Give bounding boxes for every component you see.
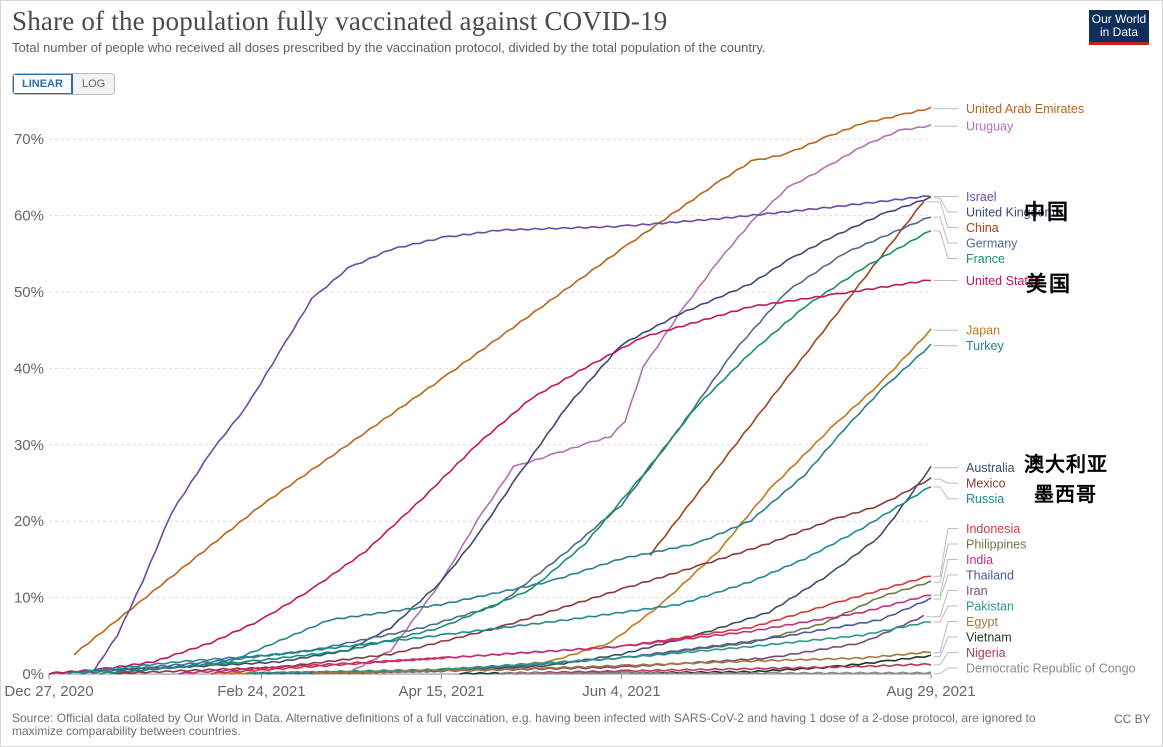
legend-label: Iran bbox=[966, 584, 988, 598]
legend-label: Germany bbox=[966, 237, 1018, 251]
y-tick-label: 70% bbox=[14, 131, 44, 148]
x-tick-label: Apr 15, 2021 bbox=[398, 683, 484, 700]
series-line-germany bbox=[81, 216, 932, 675]
chart-title: Share of the population fully vaccinated… bbox=[12, 6, 668, 36]
series-line-united-arab-emirates bbox=[73, 106, 932, 656]
legend-connector bbox=[934, 667, 958, 675]
legend-connector bbox=[926, 590, 958, 618]
series-line-mexico bbox=[117, 477, 932, 675]
legend-connector bbox=[926, 201, 958, 228]
x-tick-label: Jun 4, 2021 bbox=[582, 683, 660, 700]
y-tick-label: 10% bbox=[14, 590, 44, 607]
logo-line-1: Our World bbox=[1091, 12, 1147, 26]
series-line-uruguay bbox=[347, 124, 932, 675]
legend-connector bbox=[934, 621, 958, 654]
y-tick-label: 0% bbox=[22, 666, 44, 683]
y-tick-label: 40% bbox=[14, 360, 44, 377]
series-line-democratic-republic-of-congo bbox=[498, 671, 932, 675]
x-axis: Dec 27, 2020 Feb 24, 2021 Apr 15, 2021 Jun … bbox=[4, 674, 976, 700]
legend: United Arab Emirates Uruguay United Kingdo… bbox=[926, 102, 1136, 676]
annotation-australia: 澳大利亚 bbox=[1024, 452, 1108, 476]
series-line-russia bbox=[66, 486, 932, 675]
source-note: Source: Official data collated by Our Wo… bbox=[12, 711, 1036, 738]
series-line-israel bbox=[91, 195, 932, 675]
legend-connector bbox=[934, 478, 958, 484]
series-line-philippines bbox=[347, 580, 932, 675]
line-chart: 0% 10% 20% 30% 40% 50% 60% 70% Dec 27, 2020 Feb … bbox=[4, 102, 1136, 700]
legend-connector bbox=[934, 652, 958, 666]
legend-label: Uruguay bbox=[966, 120, 1014, 134]
annotation-china: 中国 bbox=[1024, 199, 1070, 224]
annotation-mexico: 墨西哥 bbox=[1034, 482, 1097, 506]
legend-label: France bbox=[966, 252, 1005, 266]
legend-label: Egypt bbox=[966, 615, 998, 629]
legend-label: Nigeria bbox=[966, 646, 1006, 660]
series-line-turkey bbox=[113, 343, 932, 675]
legend-connector bbox=[934, 528, 958, 577]
series-line-united-kingdom bbox=[48, 195, 932, 675]
series-line-france bbox=[99, 230, 932, 675]
y-tick-label: 50% bbox=[14, 284, 44, 301]
legend-label: Mexico bbox=[966, 477, 1006, 491]
series-line-india bbox=[178, 594, 932, 675]
legend-label: United States bbox=[966, 274, 1041, 288]
series-line-nigeria bbox=[498, 662, 932, 675]
legend-label: Russia bbox=[966, 492, 1004, 506]
legend-connector bbox=[934, 559, 958, 596]
y-tick-label: 60% bbox=[14, 208, 44, 225]
legend-connector bbox=[934, 574, 958, 600]
owid-logo[interactable]: Our World in Data bbox=[1089, 10, 1149, 45]
legend-connector bbox=[934, 486, 958, 500]
legend-label: Democratic Republic of Congo bbox=[966, 662, 1136, 676]
legend-connector bbox=[934, 197, 958, 213]
legend-label: Pakistan bbox=[966, 600, 1014, 614]
legend-label: Thailand bbox=[966, 569, 1014, 583]
chart-subtitle: Total number of people who received all … bbox=[12, 40, 766, 55]
license-link[interactable]: CC BY bbox=[1114, 712, 1151, 726]
log-scale-button[interactable]: LOG bbox=[72, 74, 115, 94]
scale-toggle: LINEAR LOG bbox=[12, 73, 116, 95]
legend-label: Japan bbox=[966, 324, 1000, 338]
legend-connector bbox=[934, 543, 958, 583]
x-tick-label: Feb 24, 2021 bbox=[217, 683, 305, 700]
series-lines bbox=[48, 106, 932, 675]
legend-label: United Kingdom bbox=[966, 206, 1055, 220]
annotation-united-states: 美国 bbox=[1026, 271, 1072, 296]
legend-connector bbox=[934, 230, 958, 259]
series-line-australia bbox=[254, 465, 932, 675]
legend-connector bbox=[934, 605, 958, 623]
logo-line-2: in Data bbox=[1099, 25, 1139, 39]
y-tick-label: 30% bbox=[14, 437, 44, 454]
y-tick-label: 20% bbox=[14, 513, 44, 530]
x-tick-label: Aug 29, 2021 bbox=[886, 683, 975, 700]
legend-label: Indonesia bbox=[966, 522, 1020, 536]
legend-label: China bbox=[966, 221, 999, 235]
legend-label: Vietnam bbox=[966, 631, 1012, 645]
legend-label: Philippines bbox=[966, 538, 1026, 552]
legend-label: Israel bbox=[966, 190, 997, 204]
legend-label: India bbox=[966, 553, 993, 567]
linear-scale-button[interactable]: LINEAR bbox=[13, 74, 73, 94]
y-axis: 0% 10% 20% 30% 40% 50% 60% 70% bbox=[14, 131, 44, 683]
series-line-united-states bbox=[48, 279, 932, 675]
x-tick-label: Dec 27, 2020 bbox=[4, 683, 93, 700]
series-line-egypt bbox=[311, 651, 932, 675]
legend-label: United Arab Emirates bbox=[966, 102, 1084, 116]
legend-label: Turkey bbox=[966, 339, 1004, 353]
legend-connector bbox=[934, 216, 958, 244]
legend-label: Australia bbox=[966, 461, 1015, 475]
legend-connector bbox=[934, 636, 958, 657]
